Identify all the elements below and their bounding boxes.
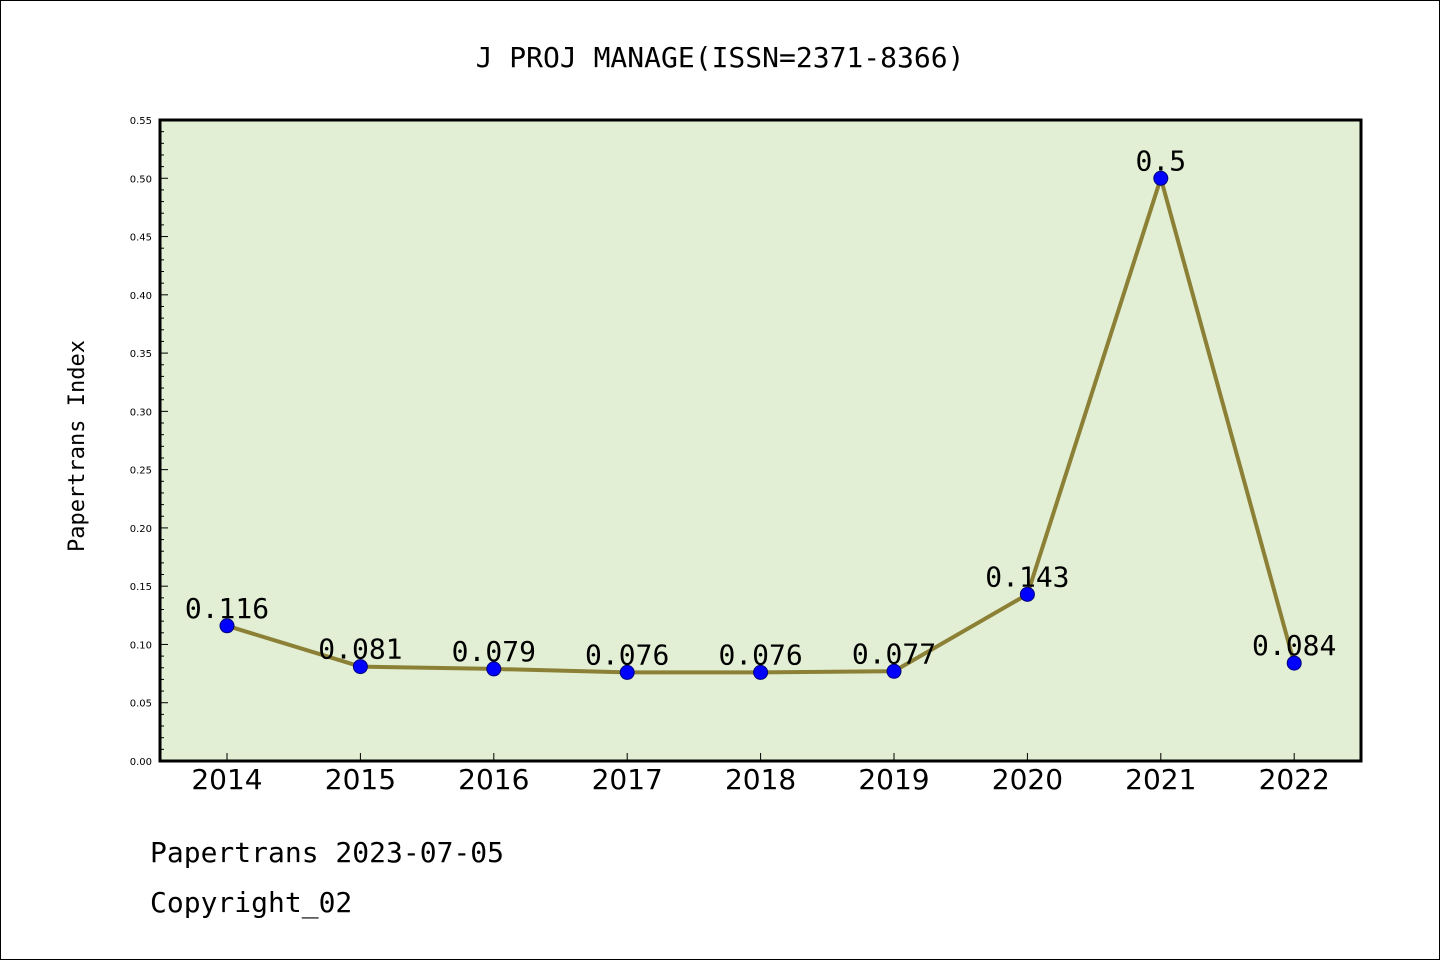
- x-tick-label: 2018: [725, 763, 796, 796]
- x-tick-label: 2020: [992, 763, 1063, 796]
- y-tick-label: 0.55: [130, 116, 152, 127]
- x-axis: 2014 2015 2016 2017 2018 2019 2020 2021 2022: [191, 753, 1330, 796]
- y-tick-label: 0.15: [130, 582, 152, 593]
- x-tick-label: 2016: [458, 763, 529, 796]
- data-point: [886, 663, 902, 679]
- y-tick-label: 0.05: [130, 699, 152, 710]
- data-point: [1153, 170, 1169, 186]
- y-axis: 0.00 0.05 0.10 0.15 0.20 0.25 0.30 0.35 0.40 0.45…: [130, 116, 168, 768]
- data-point: [619, 664, 635, 680]
- data-label: 0.077: [852, 637, 936, 670]
- y-tick-label: 0.00: [130, 757, 152, 768]
- footer-date: Papertrans 2023-07-05: [150, 836, 505, 869]
- x-tick-label: 2014: [191, 763, 262, 796]
- data-point: [486, 661, 502, 677]
- y-tick-label: 0.10: [130, 640, 152, 651]
- data-point: [1019, 586, 1035, 602]
- y-tick-label: 0.40: [130, 291, 152, 302]
- data-label: 0.116: [185, 592, 269, 625]
- data-point: [753, 664, 769, 680]
- x-tick-label: 2022: [1259, 763, 1330, 796]
- data-point: [352, 659, 368, 675]
- y-tick-label: 0.20: [130, 524, 152, 535]
- data-point: [219, 618, 235, 634]
- data-label: 0.5: [1136, 144, 1187, 177]
- y-tick-label: 0.25: [130, 466, 152, 477]
- y-tick-label: 0.35: [130, 349, 152, 360]
- plot-area: [158, 118, 1363, 763]
- y-tick-label: 0.50: [130, 174, 152, 185]
- x-tick-label: 2017: [592, 763, 663, 796]
- data-label: 0.084: [1252, 629, 1336, 662]
- data-label: 0.143: [985, 560, 1069, 593]
- data-label: 0.079: [452, 635, 536, 668]
- y-axis-label: Papertrans Index: [65, 340, 90, 552]
- data-labels: 0.116 0.081 0.079 0.076 0.076 0.077 0.143 0.5 0.…: [185, 144, 1336, 671]
- data-label: 0.081: [318, 633, 402, 666]
- x-tick-label: 2019: [858, 763, 929, 796]
- x-tick-label: 2021: [1125, 763, 1196, 796]
- y-tick-label: 0.30: [130, 407, 152, 418]
- data-label: 0.076: [585, 638, 669, 671]
- data-points: [219, 170, 1302, 680]
- x-tick-label: 2015: [325, 763, 396, 796]
- footer-copyright: Copyright_02: [150, 886, 353, 919]
- chart-title: J PROJ MANAGE(ISSN=2371-8366): [476, 41, 965, 74]
- data-label: 0.076: [718, 638, 802, 671]
- y-tick-label: 0.45: [130, 233, 152, 244]
- data-point: [1286, 655, 1302, 671]
